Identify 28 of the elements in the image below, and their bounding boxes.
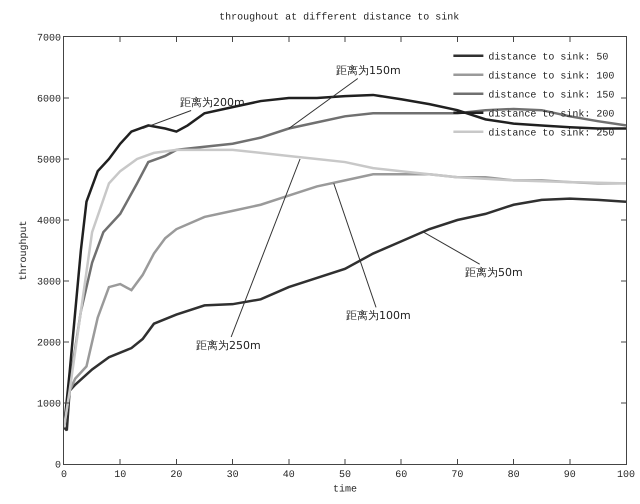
- annotation: 距离为250m: [196, 339, 261, 352]
- chart-title: throughout at different distance to sink: [219, 12, 460, 24]
- legend-label: distance to sink: 100: [488, 70, 614, 83]
- x-tick-label: 80: [508, 470, 520, 481]
- legend-label: distance to sink: 50: [488, 52, 608, 64]
- x-tick-label: 100: [616, 470, 636, 481]
- y-tick-label: 3000: [36, 278, 61, 288]
- y-tick-label: 1000: [36, 400, 61, 410]
- y-tick-label: 2000: [36, 338, 61, 350]
- y-tick-label: 7000: [36, 34, 61, 44]
- x-tick-label: 70: [451, 470, 464, 481]
- annotation: 距离为150m: [336, 64, 401, 77]
- y-tick-label: 6000: [36, 94, 61, 106]
- annotation: 距离为50m: [465, 266, 523, 279]
- legend-label: distance to sink: 150: [488, 90, 614, 102]
- y-tick-label: 5000: [36, 156, 61, 166]
- x-tick-label: 20: [170, 470, 182, 481]
- y-tick-label: 4000: [36, 216, 61, 228]
- x-tick-label: 60: [395, 470, 408, 481]
- x-tick-label: 90: [564, 470, 576, 481]
- annotation: 距离为100m: [346, 309, 411, 322]
- x-axis-title: time: [332, 484, 358, 496]
- y-axis-title: throughput: [18, 220, 30, 281]
- y-tick-label: 0: [54, 460, 61, 472]
- x-tick-label: 40: [282, 470, 295, 481]
- x-tick-label: 10: [114, 470, 126, 481]
- x-tick-label: 30: [226, 470, 239, 481]
- x-tick-label: 50: [338, 470, 352, 481]
